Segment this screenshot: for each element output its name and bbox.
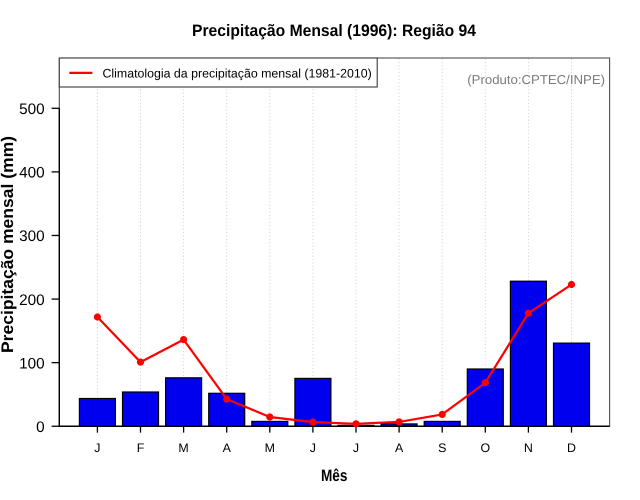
svg-text:Precipitação mensal (mm): Precipitação mensal (mm) — [0, 136, 17, 353]
svg-text:J: J — [94, 441, 100, 455]
svg-text:A: A — [223, 441, 232, 455]
svg-text:O: O — [480, 441, 490, 455]
svg-text:J: J — [353, 441, 359, 455]
svg-text:Precipitação Mensal (1996): Re: Precipitação Mensal (1996): Região 94 — [192, 21, 477, 40]
svg-text:300: 300 — [19, 228, 45, 245]
svg-text:400: 400 — [19, 165, 45, 182]
svg-text:(Produto:CPTEC/INPE): (Produto:CPTEC/INPE) — [467, 72, 605, 87]
svg-text:100: 100 — [19, 355, 45, 372]
svg-text:A: A — [395, 441, 404, 455]
svg-text:F: F — [137, 441, 145, 455]
svg-text:0: 0 — [36, 419, 45, 436]
svg-text:Mês: Mês — [321, 467, 348, 485]
svg-text:500: 500 — [19, 101, 45, 118]
svg-text:200: 200 — [19, 292, 45, 309]
svg-text:J: J — [310, 441, 316, 455]
svg-text:M: M — [178, 441, 188, 455]
svg-text:M: M — [265, 441, 275, 455]
svg-text:Climatologia da precipitação m: Climatologia da precipitação mensal (198… — [103, 67, 372, 81]
svg-text:N: N — [524, 441, 533, 455]
svg-text:D: D — [567, 441, 576, 455]
svg-text:S: S — [438, 441, 446, 455]
